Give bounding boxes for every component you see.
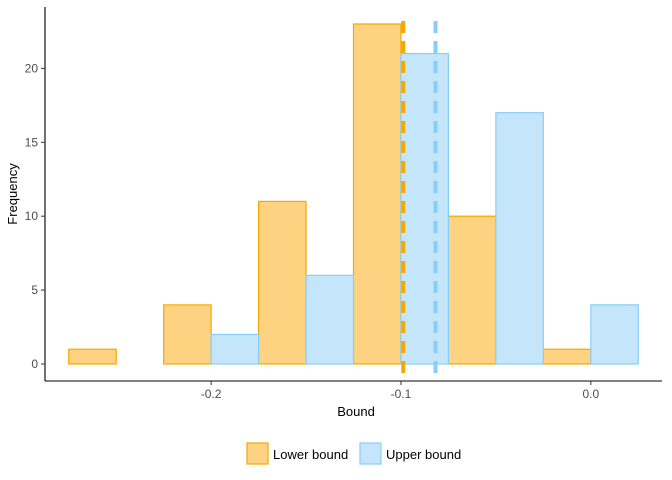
y-tick-label: 10 <box>25 209 39 223</box>
y-tick-label: 20 <box>25 61 39 75</box>
upper-bound-bar-4 <box>495 112 544 365</box>
upper-bound-bar-5 <box>590 304 639 365</box>
x-tick-label: 0.0 <box>582 387 599 401</box>
y-axis-ticks: 0 5 10 15 20 <box>25 61 45 371</box>
y-tick-label: 15 <box>25 135 39 149</box>
lower-bound-bar-3 <box>352 23 402 365</box>
lower-bound-bar-4 <box>447 215 497 365</box>
legend: Lower bound Upper bound <box>246 442 461 465</box>
mean-lines <box>401 21 438 381</box>
legend-key-upper-bound <box>359 442 382 465</box>
legend-label-upper-bound: Upper bound <box>386 447 461 462</box>
lower-bound-bar-0 <box>68 348 117 365</box>
upper-bound-bar-2 <box>305 274 355 365</box>
x-tick-label: -0.1 <box>391 387 412 401</box>
lower-bound-bars <box>68 23 592 365</box>
lower-bound-bar-1 <box>163 304 212 365</box>
legend-label-lower-bound: Lower bound <box>273 447 348 462</box>
y-tick-label: 5 <box>31 283 38 297</box>
x-tick-label: -0.2 <box>201 387 222 401</box>
x-axis-title: Bound <box>337 404 375 419</box>
upper-bound-bar-3 <box>400 52 450 365</box>
upper-bound-bars <box>210 52 639 365</box>
legend-key-lower-bound <box>246 442 269 465</box>
upper-bound-bar-1 <box>210 333 260 365</box>
lower-bound-bar-5 <box>542 348 592 365</box>
y-axis-title: Frequency <box>5 163 20 225</box>
y-tick-label: 0 <box>31 357 38 371</box>
lower-bound-bar-2 <box>257 200 307 365</box>
x-axis-ticks: -0.2 -0.1 0.0 <box>201 381 599 401</box>
